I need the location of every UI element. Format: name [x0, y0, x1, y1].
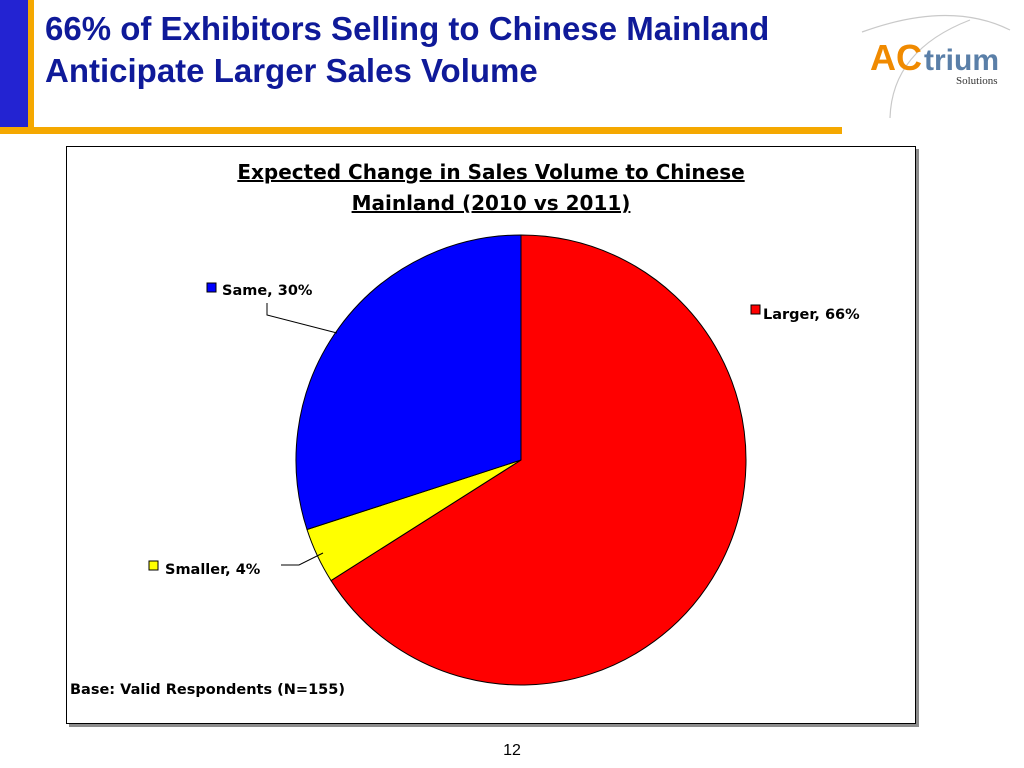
- chart-frame: Expected Change in Sales Volume to Chine…: [66, 146, 916, 724]
- page-number: 12: [503, 742, 521, 759]
- data-label-larger: Larger, 66%: [763, 307, 860, 323]
- title-underline-rule: [0, 127, 842, 134]
- logo-ac: AC: [870, 37, 922, 78]
- data-label-smaller: Smaller, 4%: [165, 562, 261, 578]
- logo-solutions: Solutions: [956, 75, 998, 87]
- slide-title: 66% of Exhibitors Selling to Chinese Mai…: [45, 8, 945, 92]
- logo-swoosh-2: [889, 19, 971, 119]
- pie-chart: Larger, 66% Smaller, 4% Same, 30%: [148, 234, 860, 686]
- chart-title: Expected Change in Sales Volume to Chine…: [67, 157, 915, 219]
- legend-key-smaller: [148, 560, 159, 571]
- slide-title-line-1: 66% of Exhibitors Selling to Chinese Mai…: [45, 10, 770, 47]
- chart-title-line-2: Mainland (2010 vs 2011): [351, 191, 631, 215]
- logo-swoosh: [861, 14, 1011, 33]
- leader-line-smaller: [281, 552, 324, 566]
- chart-title-line-1: Expected Change in Sales Volume to Chine…: [237, 160, 745, 184]
- accent-bar: [0, 0, 28, 130]
- pie-slice-larger: [330, 234, 747, 686]
- slide-title-line-2: Anticipate Larger Sales Volume: [45, 52, 538, 89]
- actrium-logo: AC trium Solutions: [861, 14, 1011, 119]
- logo-trium: trium: [924, 44, 999, 77]
- data-label-same: Same, 30%: [222, 283, 313, 299]
- accent-bar-edge: [28, 0, 34, 130]
- legend-key-same: [206, 282, 217, 293]
- leader-line-same: [266, 303, 338, 334]
- legend-key-larger: [750, 304, 761, 315]
- pie-slice-same: [295, 234, 522, 531]
- chart-footnote: Base: Valid Respondents (N=155): [70, 682, 345, 698]
